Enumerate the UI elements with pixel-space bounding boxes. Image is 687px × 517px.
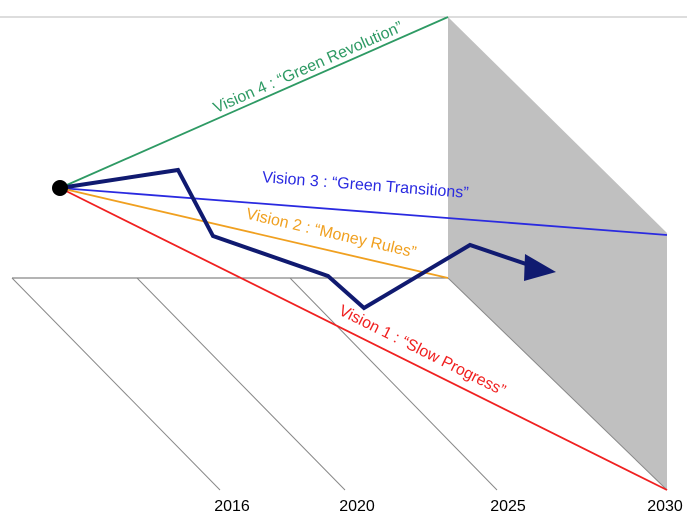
vision-label: Vision 3 : “Green Transitions” bbox=[262, 169, 470, 202]
vision-label: Vision 4 : “Green Revolution” bbox=[211, 19, 406, 117]
year-label: 2030 bbox=[647, 498, 683, 515]
vision-3-line bbox=[59, 187, 668, 236]
vision-4-line bbox=[59, 16, 449, 189]
time-grid bbox=[11, 277, 668, 491]
year-label: 2020 bbox=[339, 498, 375, 515]
grid-line bbox=[11, 277, 221, 491]
start-point bbox=[52, 180, 68, 196]
year-label: 2025 bbox=[490, 498, 526, 515]
actual-path bbox=[59, 167, 533, 311]
vision-1-line bbox=[59, 187, 668, 491]
grid-line bbox=[289, 277, 498, 491]
grid-line bbox=[136, 277, 346, 491]
arrow-head bbox=[524, 254, 556, 281]
year-label: 2016 bbox=[214, 498, 250, 515]
future-plane bbox=[448, 17, 667, 490]
vision-2-line bbox=[59, 187, 449, 279]
grid-line bbox=[447, 277, 668, 491]
